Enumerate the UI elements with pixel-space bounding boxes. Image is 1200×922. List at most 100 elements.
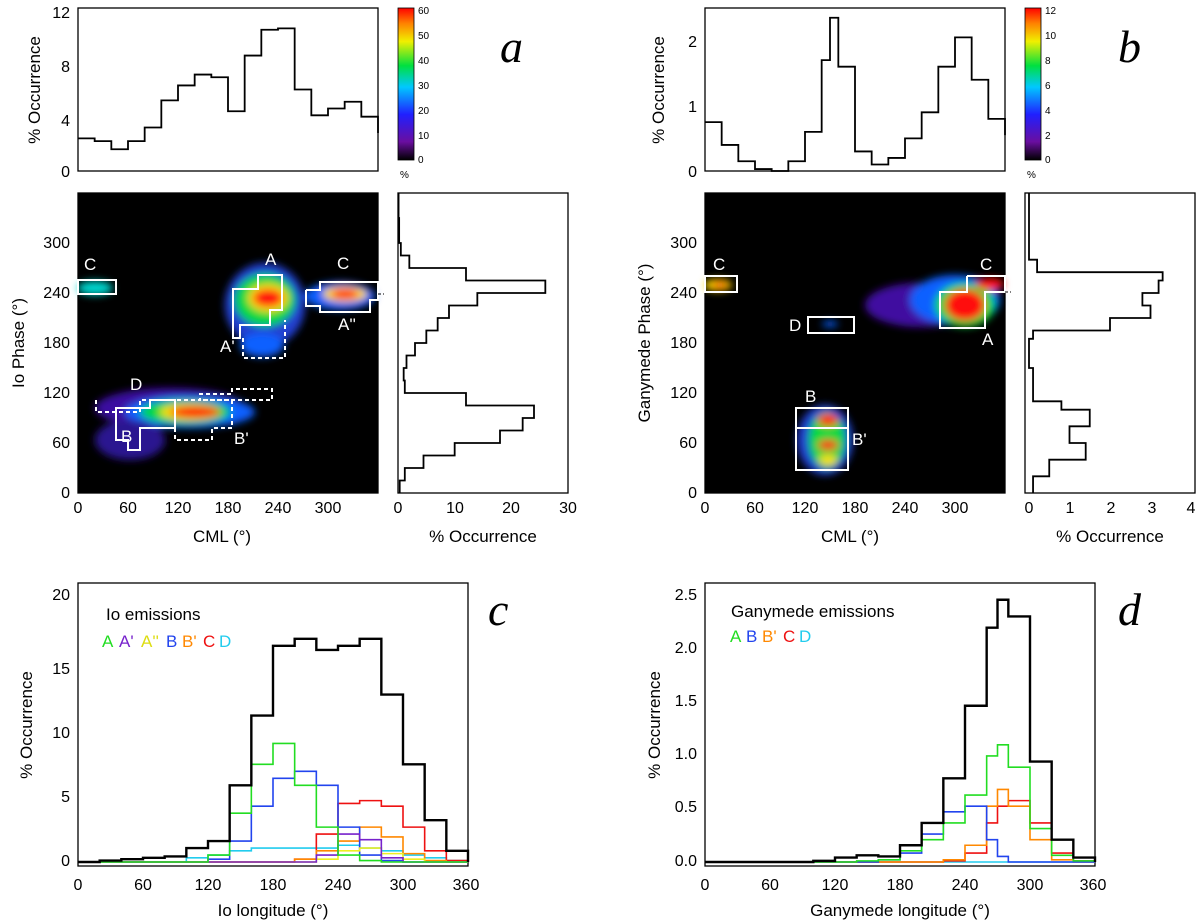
colorbar-b-tick-12: 12 [1045,6,1057,17]
a-ytick-60: 60 [52,435,70,452]
b-xtick-120: 120 [792,500,819,517]
colorbar-a-tick-50: 50 [418,31,430,42]
c-ytick-10: 10 [52,725,70,742]
region-a-label-Aprime: A' [220,337,235,356]
b-side-xtick-3: 3 [1148,500,1157,517]
c-xtick-300: 300 [390,877,417,894]
colorbar-b-tick-0: 0 [1045,155,1051,166]
panel-c-frame [77,582,469,867]
c-xtick-0: 0 [74,877,83,894]
region-a-label-C-right: C [337,254,349,273]
a-xlabel: CML (°) [193,527,251,546]
b-ytick-300: 300 [670,235,697,252]
a-top-ytick-12: 12 [52,5,70,22]
b-top-ytick-2: 2 [688,34,697,51]
panel-a-cml-histogram [78,27,379,151]
c-legend-Adprime: A'' [141,632,159,651]
region-a-label-B: B [121,427,132,446]
c-legend-A: A [102,632,114,651]
d-ylabel: % Occurrence [645,671,664,779]
region-b-C-left-outline [704,275,738,293]
panel-b-cml-histogram [705,16,1006,172]
heatmap-a-blobs [77,263,375,460]
region-a-label-C-left: C [84,255,96,274]
d-xtick-120: 120 [822,877,849,894]
c-xlabel: Io longitude (°) [218,901,329,920]
d-ytick-0: 0.0 [675,853,697,870]
heat-b-blob [819,455,837,465]
colorbar-b-tick-6: 6 [1045,81,1051,92]
d-xtick-0: 0 [701,877,710,894]
b-side-xtick-2: 2 [1107,500,1116,517]
colorbar-a-unit: % [400,170,409,181]
panel-c-series [78,637,470,864]
region-b-C-A-outline [939,275,1006,329]
a-side-xlabel: % Occurrence [429,527,537,546]
c-legend-B: B [166,632,177,651]
panel-a-top: 0 4 8 12 % Occurrence a [25,5,523,181]
c-ytick-5: 5 [61,789,70,806]
d-ytick-25: 2.5 [675,587,697,604]
panel-letter-a: a [500,21,523,72]
region-a-label-A: A [265,250,277,269]
panel-letter-b: b [1118,21,1141,72]
a-xtick-0: 0 [74,500,83,517]
c-ylabel: % Occurrence [17,671,36,779]
heatmap-b-background [705,193,1005,493]
panel-b-side: 0 1 2 3 4 % Occurrence [1024,192,1196,546]
b-ytick-60: 60 [679,435,697,452]
d-legend-Bprime: B' [762,627,777,646]
a-ytick-240: 240 [43,285,70,302]
region-a-D-outline [95,388,273,413]
region-a-label-Adprime: A'' [338,315,356,334]
colorbar-b-bar [1024,7,1042,161]
d-xlabel: Ganymede longitude (°) [810,901,990,920]
region-a-label-D: D [130,375,142,394]
panel-a-heatmap: A A' A'' C C D B B' 0 60 120 180 240 300… [9,192,384,546]
c-legend-C: C [203,632,215,651]
a-side-xtick-0: 0 [394,500,403,517]
region-b-label-Bprime: B' [852,430,867,449]
colorbar-a-tick-20: 20 [418,106,430,117]
b-top-ytick-1: 1 [688,99,697,116]
d-ytick-20: 2.0 [675,640,697,657]
a-xtick-120: 120 [165,500,192,517]
heat-b-blob [976,278,1004,290]
c-ytick-20: 20 [52,587,70,604]
heatmap-b-frame [704,192,1006,494]
heat-a-blob [331,289,359,299]
a-xtick-300: 300 [315,500,342,517]
b-xlabel: CML (°) [821,527,879,546]
a-top-ytick-0: 0 [61,164,70,181]
heat-b-blob [809,412,845,468]
b-side-xtick-4: 4 [1187,500,1196,517]
panel-b-heatmap: C C A D B B' 0 60 120 180 240 300 0 60 1… [635,192,1011,546]
heat-b-blob [712,282,728,288]
heat-b-blob [945,289,985,321]
series-total [78,637,470,864]
colorbar-a-tick-30: 30 [418,81,430,92]
d-ytick-10: 1.0 [675,746,697,763]
b-side-xtick-1: 1 [1066,500,1075,517]
d-legend-C: C [783,627,795,646]
a-side-xtick-30: 30 [559,500,577,517]
panel-a-phase-histogram [397,193,547,493]
colorbar-a: 0 10 20 30 40 50 60 % [397,6,430,181]
region-a-Bprime-outline [174,399,233,441]
region-b-label-B: B [805,387,816,406]
heatmap-b-blobs [704,275,1004,475]
region-b-Bprime-outline [795,427,849,471]
d-xtick-180: 180 [887,877,914,894]
b-xtick-60: 60 [746,500,764,517]
panel-d: Ganymede emissions A B B' C D d 0 60 120… [645,582,1142,920]
colorbar-a-tick-10: 10 [418,131,430,142]
region-a-C-right-outline [305,281,379,313]
d-xtick-300: 300 [1017,877,1044,894]
heatmap-a-frame [77,192,379,494]
colorbar-a-tick-0: 0 [418,155,424,166]
b-xtick-240: 240 [892,500,919,517]
series-total [705,598,1097,864]
heat-a-blob [77,281,113,295]
colorbar-b-tick-2: 2 [1045,131,1051,142]
heat-b-blob [818,440,838,450]
